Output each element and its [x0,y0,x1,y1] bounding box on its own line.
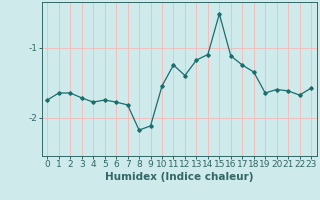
X-axis label: Humidex (Indice chaleur): Humidex (Indice chaleur) [105,172,253,182]
